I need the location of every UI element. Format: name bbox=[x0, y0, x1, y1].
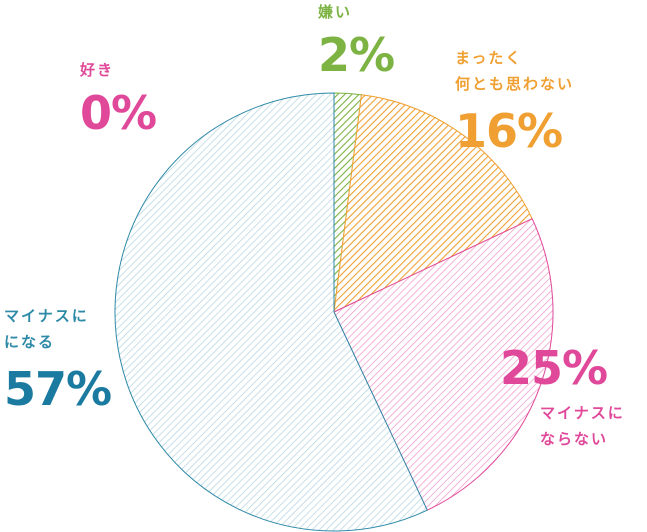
label-kirai: 嫌い 2% bbox=[318, 0, 395, 82]
label-minus-naranai-line1: マイナスに bbox=[540, 404, 625, 422]
label-suki: 好き 0% bbox=[80, 58, 157, 140]
label-minus-naru-pct: 57% bbox=[4, 362, 112, 416]
label-nantomo-line2: 何とも思わない bbox=[455, 75, 575, 93]
label-suki-pct: 0% bbox=[80, 86, 157, 140]
pie-slice-1 bbox=[333, 94, 533, 313]
label-kirai-name: 嫌い bbox=[318, 3, 353, 21]
pie-slices bbox=[114, 92, 554, 532]
pie-slice-2 bbox=[333, 218, 554, 511]
label-minus-naranai: 25% マイナスに ならない bbox=[500, 343, 625, 451]
label-nantomo: まったく 何とも思わない 16% bbox=[455, 46, 574, 156]
label-minus-naranai-pct: 25% bbox=[500, 341, 608, 395]
label-minus-naru-line2: になる bbox=[4, 333, 56, 351]
label-nantomo-line1: まったく bbox=[455, 49, 523, 67]
label-minus-naru-line1: マイナスに bbox=[4, 307, 89, 325]
label-minus-naru: マイナスに になる 57% bbox=[4, 304, 112, 416]
label-suki-name: 好き bbox=[80, 61, 115, 79]
label-nantomo-pct: 16% bbox=[455, 104, 563, 158]
label-kirai-pct: 2% bbox=[318, 28, 395, 82]
label-minus-naranai-line2: ならない bbox=[540, 430, 609, 448]
pie-slice-3 bbox=[114, 92, 428, 532]
